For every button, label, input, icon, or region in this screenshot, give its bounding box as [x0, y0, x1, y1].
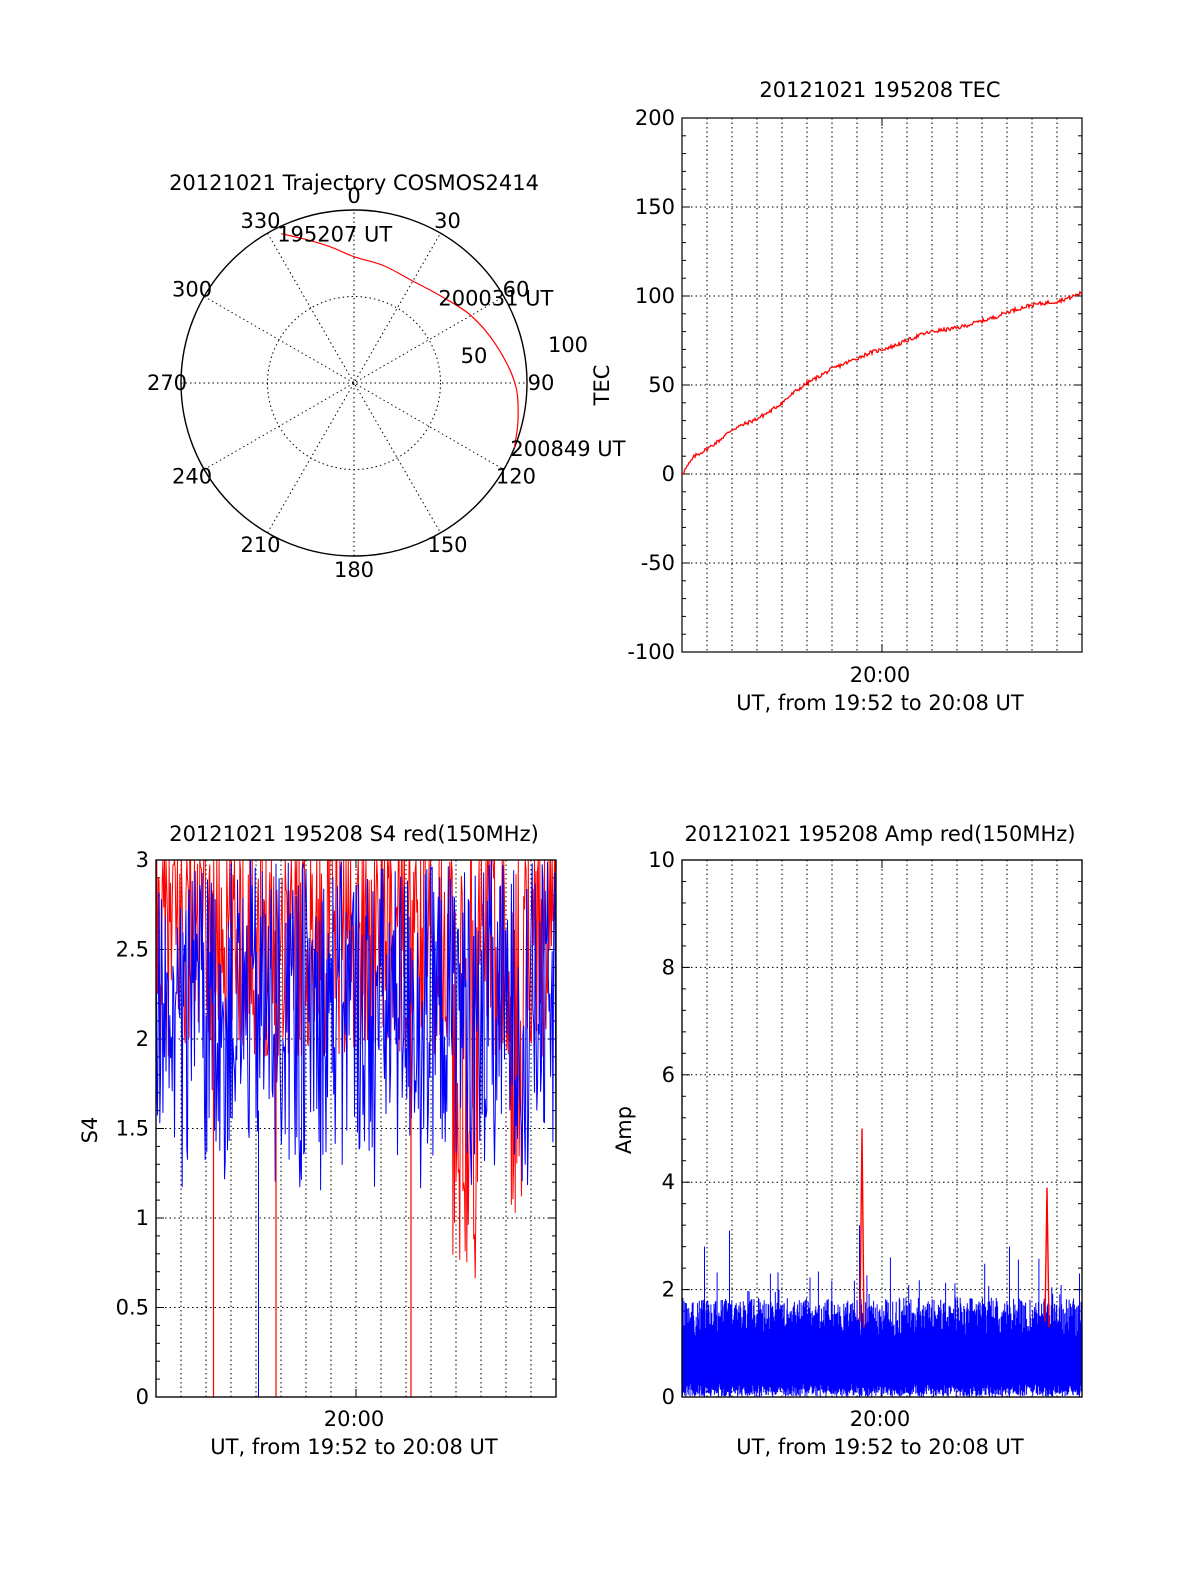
s4-xtick-2000: 20:00: [324, 1407, 385, 1431]
s4-plot-frame: [155, 859, 557, 1398]
tec-ytick-label: 50: [648, 373, 675, 397]
s4-ytick-label: 0.5: [116, 1296, 149, 1320]
polar-angle-label: 240: [172, 465, 212, 489]
amp-ytick-label: 2: [662, 1278, 675, 1302]
tec-panel: 20121021 195208 TEC TEC 20:00 UT, from 1…: [590, 78, 1083, 715]
time-mark-label: 195207 UT: [277, 223, 392, 247]
s4-ytick-label: 0: [136, 1385, 149, 1409]
polar-title: 20121021 Trajectory COSMOS2414: [169, 171, 539, 195]
tec-ytick-label: 100: [635, 284, 675, 308]
s4-ytick-label: 2.5: [116, 938, 149, 962]
polar-spoke: [267, 232, 441, 534]
tec-ytick-label: -50: [641, 551, 675, 575]
amp-ytick-label: 0: [662, 1385, 675, 1409]
polar-angle-label: 60: [503, 278, 530, 302]
polar-angle-label: 120: [496, 465, 536, 489]
s4-axes: 3 2.5 2 1.5 1 0.5 0: [116, 848, 557, 1409]
amp-xlabel: UT, from 19:52 to 20:08 UT: [736, 1435, 1024, 1459]
time-mark-label: 200849 UT: [510, 437, 625, 461]
tec-ytick-label: 200: [635, 106, 675, 130]
s4-ytick-label: 3: [136, 848, 149, 872]
polar-spoke: [267, 232, 441, 534]
polar-angle-label: 150: [427, 533, 467, 557]
s4-blue-series: [155, 860, 557, 1397]
tec-ytick-label: -100: [627, 640, 675, 664]
polar-angle-label: 300: [172, 278, 212, 302]
polar-spoke: [203, 296, 505, 470]
s4-ytick-label: 1.5: [116, 1117, 149, 1141]
s4-panel: 20121021 195208 S4 red(150MHz) S4 20:00 …: [78, 822, 557, 1459]
polar-angle-label: 0: [347, 184, 360, 208]
tec-xlabel: UT, from 19:52 to 20:08 UT: [736, 691, 1024, 715]
amp-title: 20121021 195208 Amp red(150MHz): [684, 822, 1075, 846]
tec-xtick-2000: 20:00: [850, 663, 911, 687]
trajectory-line: [281, 233, 519, 448]
tec-title: 20121021 195208 TEC: [759, 78, 1000, 102]
amp-ylabel: Amp: [612, 1106, 636, 1154]
amp-ytick-label: 8: [662, 955, 675, 979]
tec-frame: [681, 117, 1083, 653]
polar-outer-ring: [180, 209, 528, 557]
polar-angle-label: 180: [334, 558, 374, 582]
s4-ylabel: S4: [78, 1117, 102, 1144]
polar-angle-label: 210: [240, 533, 280, 557]
amp-ytick-label: 10: [648, 848, 675, 872]
s4-ytick-label: 2: [136, 1027, 149, 1051]
amp-blue-series: [681, 1225, 1083, 1397]
polar-angle-label: 330: [240, 209, 280, 233]
polar-radial-label: 100: [548, 333, 588, 357]
amp-red-series: [859, 1128, 1050, 1328]
amp-panel: 20121021 195208 Amp red(150MHz) Amp 20:0…: [612, 822, 1083, 1459]
s4-ytick-label: 1: [136, 1206, 149, 1230]
amp-ytick-label: 6: [662, 1063, 675, 1087]
tec-series-line: [681, 290, 1082, 476]
amp-plot-frame: [681, 859, 1083, 1398]
tec-ytick-label: 0: [662, 462, 675, 486]
trajectory-time-marks: 195207 UT 200031 UT 200849 UT: [277, 223, 625, 461]
polar-radial-label: 50: [461, 344, 488, 368]
polar-grid: [180, 209, 528, 557]
polar-angle-label: 270: [147, 371, 187, 395]
tec-ylabel: TEC: [590, 365, 614, 407]
polar-inner-ring: [267, 296, 441, 470]
amp-xtick-2000: 20:00: [850, 1407, 911, 1431]
tec-axes: 200 150 100 50 0 -50 -100: [627, 106, 1083, 664]
time-mark-label: 200031 UT: [438, 287, 553, 311]
polar-labels: 0 30 60 90 120 150 180 210 240 270 300 330 50 100: [147, 184, 588, 582]
polar-panel: 20121021 Trajectory COSMOS2414 0 30 60 90 12…: [147, 171, 626, 582]
polar-angle-label: 30: [434, 209, 461, 233]
s4-red-spikes: [212, 1003, 412, 1397]
polar-angle-label: 90: [528, 371, 555, 395]
s4-xlabel: UT, from 19:52 to 20:08 UT: [210, 1435, 498, 1459]
s4-title: 20121021 195208 S4 red(150MHz): [169, 822, 539, 846]
amp-ytick-label: 4: [662, 1170, 675, 1194]
tec-ytick-label: 150: [635, 195, 675, 219]
polar-spoke: [203, 296, 505, 470]
